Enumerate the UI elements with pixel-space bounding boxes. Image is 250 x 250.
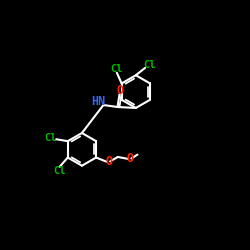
Text: HN: HN <box>92 95 106 108</box>
Text: Cl: Cl <box>143 60 156 70</box>
Text: O: O <box>105 155 112 168</box>
Text: Cl: Cl <box>44 134 57 143</box>
Text: O: O <box>126 152 133 165</box>
Text: O: O <box>116 84 123 97</box>
Text: Cl: Cl <box>53 166 66 175</box>
Text: Cl: Cl <box>110 64 123 74</box>
